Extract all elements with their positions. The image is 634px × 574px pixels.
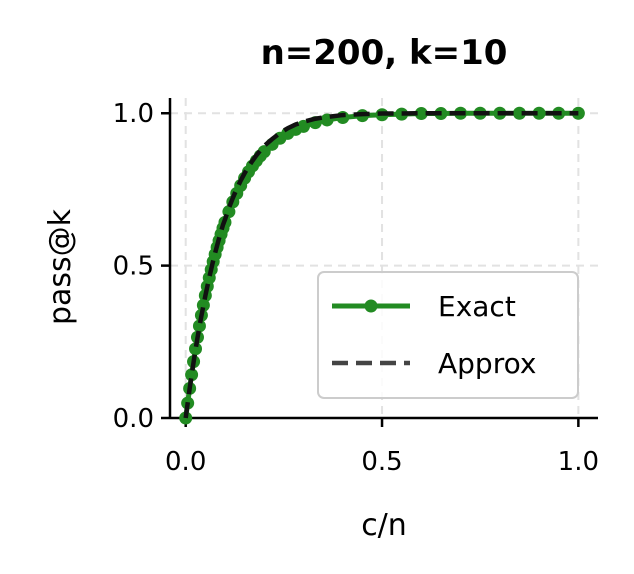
- chart-title: n=200, k=10: [261, 33, 508, 73]
- y-axis-label: pass@k: [43, 208, 78, 325]
- exact-point-47: [512, 106, 526, 120]
- x-axis-label: c/n: [361, 508, 407, 543]
- exact-point-42: [414, 107, 428, 121]
- y-tick-label-1: 0.5: [113, 252, 154, 282]
- x-tick-label-1: 0.5: [361, 447, 402, 477]
- legend: Exact Approx: [317, 271, 579, 399]
- exact-point-7: [192, 319, 206, 333]
- exact-point-48: [532, 106, 546, 120]
- exact-point-3: [185, 368, 199, 382]
- y-tick-label-0: 0.0: [113, 404, 154, 434]
- y-tick-label-2: 1.0: [113, 99, 154, 129]
- exact-point-5: [189, 342, 203, 356]
- series-line-approx: [183, 110, 579, 419]
- legend-label-0: Exact: [438, 290, 516, 323]
- x-tick-label-2: 1.0: [558, 447, 599, 477]
- x-tick-label-0: 0.0: [165, 447, 206, 477]
- exact-point-0: [179, 411, 193, 425]
- exact-point-9: [196, 298, 210, 312]
- legend-marker-exact: [364, 299, 378, 313]
- legend-label-1: Approx: [438, 347, 536, 380]
- plot-area: 0.0 0.5 1.0 0.0 0.5 1.0: [113, 98, 599, 477]
